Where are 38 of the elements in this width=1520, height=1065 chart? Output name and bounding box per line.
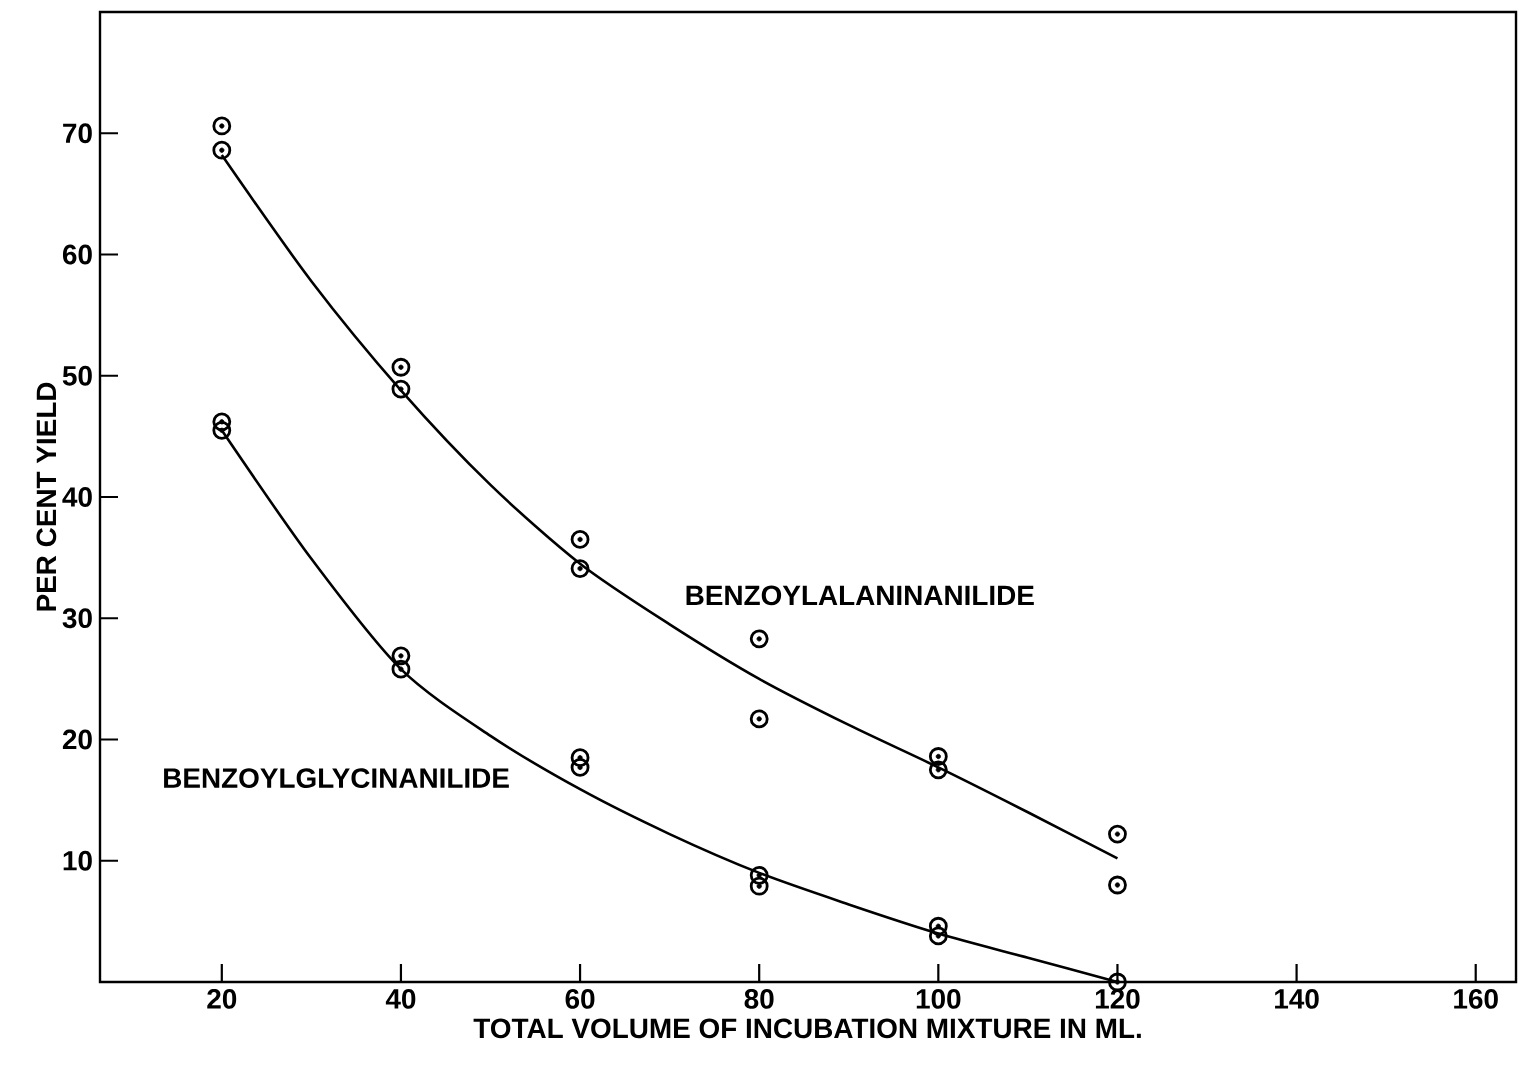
point: [570, 748, 590, 768]
x-axis-title: TOTAL VOLUME OF INCUBATION MIXTURE IN ML.: [473, 1018, 1141, 1039]
y-tick-label: 60: [62, 244, 92, 265]
point: [928, 916, 948, 936]
y-tick-label: 40: [62, 487, 92, 507]
point: [212, 140, 232, 160]
point: [1108, 824, 1127, 844]
y-tick-label: 30: [62, 608, 92, 629]
point: [928, 747, 948, 766]
x-tick-label: 40: [385, 989, 416, 1009]
point: [749, 876, 769, 896]
point: [749, 629, 769, 649]
point: [391, 659, 411, 679]
series-label: BENZOYLALANINANILIDE: [686, 585, 1034, 606]
y-axis-title: PER CENT YIELD: [36, 382, 57, 611]
point: [1108, 875, 1127, 895]
point: [391, 379, 411, 399]
y-tick-label: 70: [63, 123, 92, 144]
y-tick-label: 20: [62, 729, 92, 750]
point: [212, 420, 232, 440]
x-tick-label: 100: [916, 989, 961, 1009]
x-tick-label: 60: [565, 989, 595, 1009]
x-tick-label: 20: [207, 989, 237, 1009]
y-tick-label: 50: [62, 365, 92, 386]
point: [391, 646, 411, 666]
point: [570, 559, 590, 578]
x-tick-label: 160: [1454, 989, 1498, 1009]
point: [570, 757, 590, 777]
point: [749, 709, 769, 729]
x-tick-label: 80: [744, 989, 774, 1009]
point: [391, 357, 411, 377]
point: [212, 116, 232, 136]
x-tick-label: 140: [1275, 989, 1319, 1009]
y-tick-label: 10: [63, 850, 92, 871]
series-label: BENZOYLGLYCINANILIDE: [164, 768, 509, 788]
point: [570, 530, 590, 549]
x-tick-label: 120: [1095, 989, 1140, 1009]
point: [212, 412, 232, 432]
